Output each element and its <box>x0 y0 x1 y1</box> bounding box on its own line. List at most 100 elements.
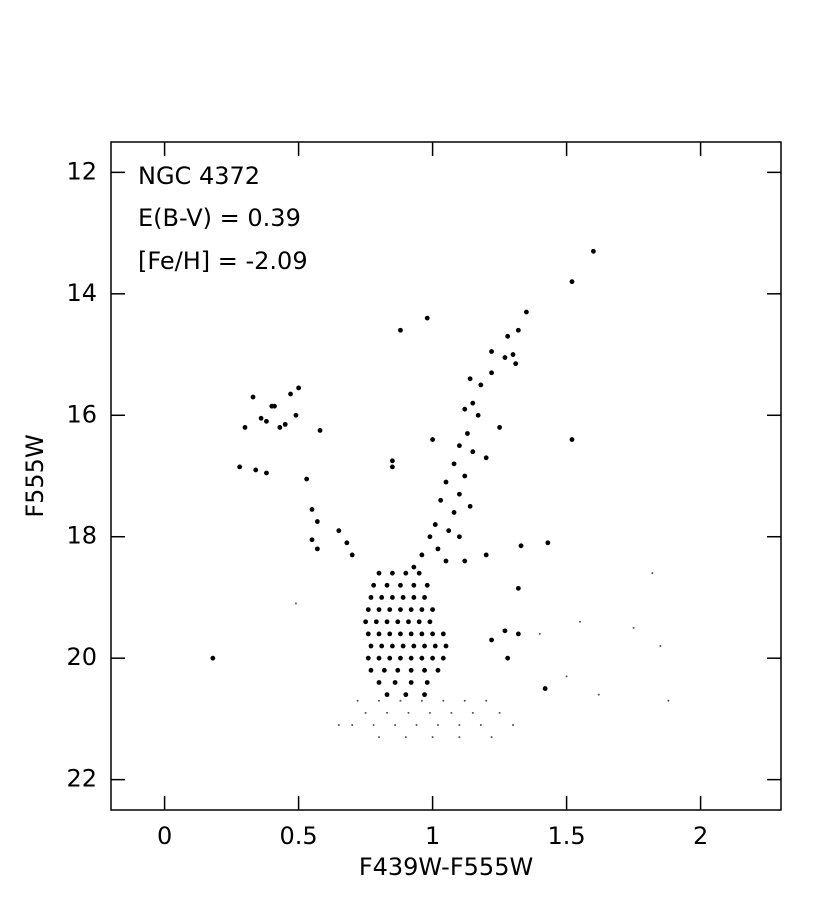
data-point <box>462 473 468 479</box>
data-point <box>542 686 548 691</box>
data-point <box>408 680 414 685</box>
y-tick-label: 16 <box>66 400 97 428</box>
data-point <box>597 693 600 696</box>
data-point <box>336 528 342 534</box>
data-point <box>458 736 461 739</box>
data-point <box>376 570 382 576</box>
data-point <box>250 394 256 400</box>
data-point <box>392 680 398 685</box>
data-point <box>277 425 283 430</box>
data-point <box>294 602 297 605</box>
data-point <box>364 711 367 714</box>
data-point <box>424 680 430 685</box>
data-point <box>505 655 511 661</box>
data-point <box>419 607 425 612</box>
data-point <box>407 711 410 714</box>
data-point <box>524 309 529 315</box>
data-point <box>422 643 427 649</box>
data-point <box>400 595 406 600</box>
data-point <box>502 628 508 634</box>
data-point <box>390 643 395 649</box>
data-point <box>419 655 425 661</box>
data-point <box>349 552 355 558</box>
data-point <box>408 631 414 637</box>
data-point <box>467 376 473 382</box>
data-point <box>470 400 476 406</box>
data-point <box>489 349 494 354</box>
data-point <box>363 619 368 625</box>
data-point <box>579 620 581 623</box>
data-point <box>272 403 277 409</box>
data-point <box>632 626 635 629</box>
data-point <box>458 723 461 726</box>
data-point <box>387 607 393 612</box>
data-point <box>386 711 389 714</box>
data-point <box>451 510 457 515</box>
data-point <box>398 327 403 333</box>
data-point <box>430 607 435 612</box>
data-point <box>395 667 401 673</box>
data-point <box>431 736 434 739</box>
data-point <box>479 723 482 726</box>
data-point <box>314 519 320 524</box>
data-point <box>424 315 430 321</box>
annotation: E(B-V) = 0.39 <box>138 204 301 232</box>
data-point <box>515 585 521 591</box>
data-point <box>368 667 374 673</box>
data-point <box>651 572 654 575</box>
data-point <box>403 570 409 576</box>
data-point <box>467 503 473 509</box>
data-point <box>314 546 320 552</box>
data-point <box>376 655 382 661</box>
data-point <box>489 637 494 643</box>
data-point <box>443 479 449 485</box>
data-point <box>390 570 395 576</box>
data-point <box>253 467 259 473</box>
data-point <box>337 723 340 726</box>
data-point <box>411 643 417 649</box>
y-tick-label: 12 <box>66 157 97 185</box>
data-point <box>309 537 315 543</box>
data-point <box>457 534 462 540</box>
data-point <box>210 655 216 661</box>
data-point <box>667 699 670 702</box>
data-point <box>384 692 390 698</box>
data-point <box>387 655 393 661</box>
data-point <box>538 632 541 635</box>
data-point <box>419 631 425 637</box>
data-point <box>442 699 445 702</box>
data-point <box>475 412 481 418</box>
data-point <box>378 699 380 702</box>
x-axis-label: F439W-F555W <box>359 853 533 881</box>
data-point <box>365 655 371 661</box>
x-tick-label: 1 <box>425 822 440 850</box>
data-point <box>376 631 382 637</box>
data-point <box>242 425 248 430</box>
plot-frame <box>110 141 782 811</box>
data-point <box>422 667 427 673</box>
x-tick-label: 2 <box>693 822 708 850</box>
data-point <box>390 595 395 600</box>
data-point <box>373 619 379 625</box>
data-point <box>390 464 395 470</box>
data-point <box>317 428 323 433</box>
data-point <box>515 327 521 333</box>
data-point <box>435 546 441 552</box>
data-point <box>411 564 417 570</box>
data-point <box>304 476 310 482</box>
data-point <box>485 699 488 702</box>
data-point <box>365 631 371 637</box>
data-point <box>408 607 414 612</box>
data-point <box>513 361 519 367</box>
data-point <box>483 552 489 558</box>
data-point <box>365 607 371 612</box>
data-point <box>288 391 293 397</box>
data-point <box>419 552 425 558</box>
data-point <box>518 543 524 549</box>
data-point <box>443 643 449 649</box>
data-point <box>430 631 435 637</box>
x-tick-label: 1.5 <box>548 822 586 850</box>
data-point <box>376 607 382 612</box>
annotation: NGC 4372 <box>138 162 260 190</box>
data-point <box>258 415 264 421</box>
